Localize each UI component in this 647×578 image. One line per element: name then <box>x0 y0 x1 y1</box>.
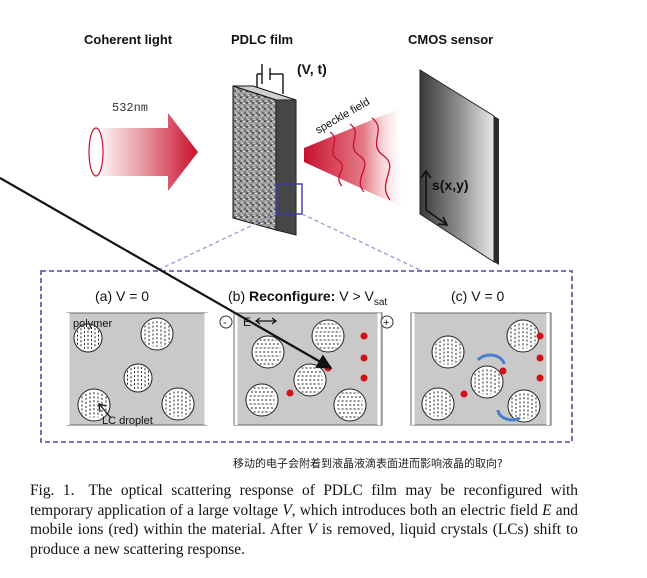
speckle-waves <box>329 117 391 201</box>
ion <box>536 374 544 382</box>
lc-droplet-pointer-icon <box>98 403 112 419</box>
caption-text-1: The optical scattering response of PDLC … <box>30 482 578 519</box>
cmos-sensor <box>419 69 499 265</box>
plus-terminal <box>380 315 394 329</box>
lc-droplet <box>245 383 279 417</box>
signal-label: s(x,y) <box>432 177 469 193</box>
caption-var-v2: V <box>307 521 317 538</box>
figure-caption: Fig. 1. The optical scattering response o… <box>30 481 578 559</box>
ion <box>360 374 368 382</box>
lc-droplet <box>311 319 345 353</box>
speckle-cone <box>304 110 404 208</box>
ion <box>286 389 294 397</box>
lc-droplet <box>431 335 465 369</box>
voltage-source-icon <box>256 64 284 94</box>
lc-droplet <box>161 387 195 421</box>
annotation-note: 移动的电子会附着到液晶液滴表面进而影响液晶的取向? <box>233 457 503 470</box>
pdlc-film-label: PDLC film <box>231 32 293 47</box>
minus-terminal-label: - <box>223 317 227 329</box>
ion <box>460 390 468 398</box>
zoom-region <box>275 183 303 215</box>
coherent-light-label: Coherent light <box>84 32 173 47</box>
lc-droplet <box>251 335 285 369</box>
field-e-label: E <box>243 315 251 329</box>
panel-a <box>66 312 208 426</box>
panels-frame <box>40 270 573 443</box>
lc-droplet <box>470 365 504 399</box>
ion <box>499 367 507 375</box>
cmos-sensor-label: CMOS sensor <box>408 32 493 47</box>
panel-a-title: (a) V = 0 <box>95 288 149 304</box>
caption-text-2: , which introduces both an electric fiel… <box>291 501 543 519</box>
annotation-arrow <box>0 177 333 369</box>
ion <box>360 332 368 340</box>
wavelength-label: 532nm <box>112 101 148 115</box>
polymer-label: polymer <box>73 318 112 330</box>
voltage-label: (V, t) <box>297 61 327 77</box>
panel-c-title: (c) V = 0 <box>451 288 505 304</box>
plus-terminal-label: + <box>383 317 389 329</box>
lc-droplet <box>507 389 541 423</box>
rotation-arrow-icon <box>476 353 521 422</box>
figure-label: Fig. 1. <box>30 482 75 499</box>
lc-droplet-label: LC droplet <box>102 415 153 427</box>
lc-droplet <box>293 363 327 397</box>
caption-var-e: E <box>542 501 552 519</box>
laser-beam-icon <box>88 113 198 191</box>
panel-c <box>410 312 552 426</box>
lc-droplet <box>123 363 153 393</box>
field-arrow-icon <box>255 317 277 325</box>
axis-arrows-icon <box>420 169 449 226</box>
pdlc-figure: Coherent light PDLC film (V, t) CMOS sen… <box>0 32 573 443</box>
panel-b-title: (b) Reconfigure: V > Vsat <box>228 288 387 308</box>
lc-droplet <box>333 388 367 422</box>
zoom-connectors <box>157 213 421 271</box>
lc-droplet <box>140 317 174 351</box>
lc-droplet <box>77 388 111 422</box>
ion <box>536 332 544 340</box>
caption-var-v1: V <box>282 501 292 519</box>
lc-droplet <box>421 387 455 421</box>
pdlc-film-block <box>232 85 303 236</box>
mobile-ions <box>286 332 544 398</box>
lc-droplet <box>506 319 540 353</box>
caption-text-4: is removed, liquid crystals (LCs) shift … <box>30 521 579 558</box>
ion <box>536 354 544 362</box>
ion <box>360 354 368 362</box>
caption-text-3: and mobile ions (red) within the materia… <box>30 501 578 539</box>
lc-droplet <box>73 323 103 353</box>
panel-b <box>233 312 383 426</box>
minus-terminal <box>219 315 233 329</box>
